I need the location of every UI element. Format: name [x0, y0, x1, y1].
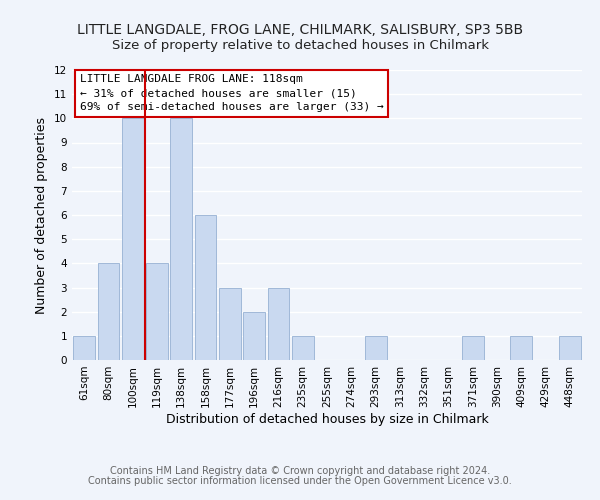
Bar [365, 336, 386, 360]
Bar [170, 118, 192, 360]
Bar [194, 215, 217, 360]
Bar [511, 336, 532, 360]
Text: LITTLE LANGDALE, FROG LANE, CHILMARK, SALISBURY, SP3 5BB: LITTLE LANGDALE, FROG LANE, CHILMARK, SA… [77, 22, 523, 36]
Bar [292, 336, 314, 360]
Y-axis label: Number of detached properties: Number of detached properties [35, 116, 49, 314]
Bar [219, 288, 241, 360]
Bar [243, 312, 265, 360]
X-axis label: Distribution of detached houses by size in Chilmark: Distribution of detached houses by size … [166, 412, 488, 426]
Text: Size of property relative to detached houses in Chilmark: Size of property relative to detached ho… [112, 39, 488, 52]
Bar [462, 336, 484, 360]
Bar [97, 264, 119, 360]
Bar [268, 288, 289, 360]
Bar [146, 264, 168, 360]
Bar [559, 336, 581, 360]
Bar [122, 118, 143, 360]
Bar [73, 336, 95, 360]
Text: LITTLE LANGDALE FROG LANE: 118sqm
← 31% of detached houses are smaller (15)
69% : LITTLE LANGDALE FROG LANE: 118sqm ← 31% … [80, 74, 383, 112]
Text: Contains HM Land Registry data © Crown copyright and database right 2024.: Contains HM Land Registry data © Crown c… [110, 466, 490, 476]
Text: Contains public sector information licensed under the Open Government Licence v3: Contains public sector information licen… [88, 476, 512, 486]
